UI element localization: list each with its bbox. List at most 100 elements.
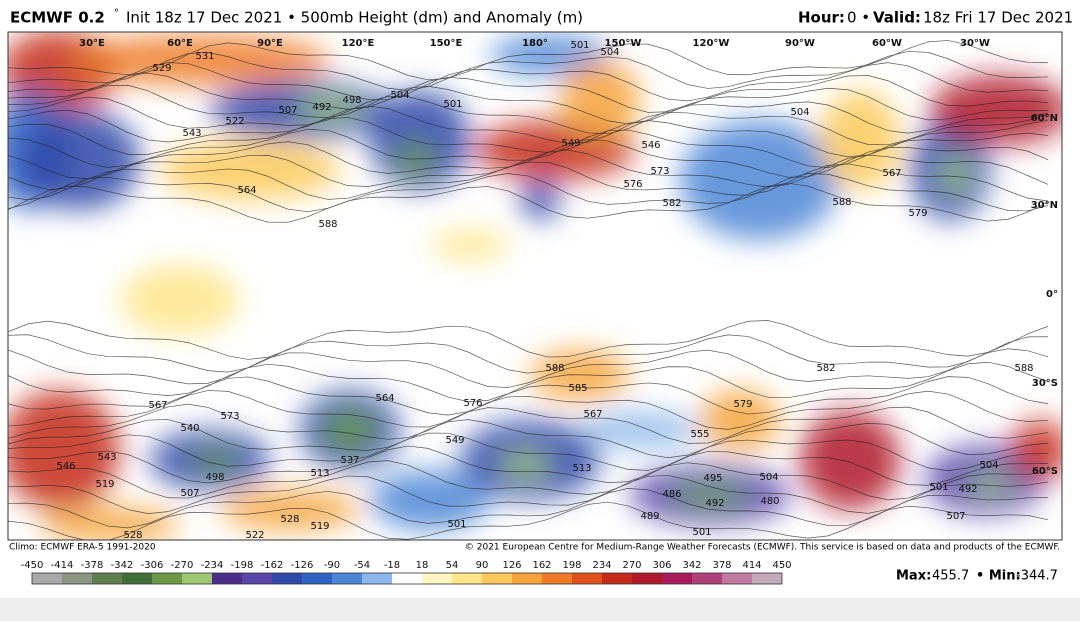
contour-line <box>8 376 1049 416</box>
colorbar-tick-label: 378 <box>712 560 731 571</box>
contour-label: 585 <box>568 383 587 394</box>
colorbar-tick-label: 18 <box>416 560 429 571</box>
colorbar-tick-label: -414 <box>51 560 74 571</box>
colorbar-tick-label: 450 <box>772 560 791 571</box>
contour-line <box>8 72 1049 113</box>
contour-label: 513 <box>310 468 329 479</box>
contour-label: 543 <box>182 128 201 139</box>
anomaly-blob <box>500 451 550 479</box>
bottom-bar <box>0 598 1080 621</box>
contour-line <box>8 334 1049 374</box>
colorbar-segment <box>482 573 512 584</box>
contour-label: 540 <box>180 423 199 434</box>
colorbar-tick-label: -450 <box>21 560 44 571</box>
colorbar-segment <box>692 573 722 584</box>
contour-label: 567 <box>882 168 901 179</box>
contour-line <box>8 432 1049 472</box>
colorbar-segment <box>92 573 122 584</box>
valid-value: 18z Fri 17 Dec 2021 <box>923 9 1073 27</box>
colorbar-segment <box>302 573 332 584</box>
contour-line <box>8 173 1049 213</box>
longitude-label: 150°E <box>430 38 463 49</box>
contour-label: 564 <box>375 393 394 404</box>
colorbar-tick-label: 270 <box>622 560 641 571</box>
latitude-label: 60°S <box>1032 466 1058 477</box>
model-name: ECMWF 0.2 <box>10 9 105 27</box>
anomaly-blob <box>940 155 970 195</box>
latitude-label: 0° <box>1046 289 1058 300</box>
contour-label: 576 <box>463 398 482 409</box>
contour-label: 588 <box>832 197 851 208</box>
contour-label: 492 <box>958 484 977 495</box>
contour-line <box>8 96 1049 135</box>
anomaly-blob <box>700 390 780 450</box>
contour-label: 480 <box>760 496 779 507</box>
colorbar-frame <box>31 572 783 585</box>
contour-line <box>8 182 1049 223</box>
contour-label: 504 <box>759 472 778 483</box>
contour-label: 588 <box>1014 363 1033 374</box>
contour-label: 507 <box>180 488 199 499</box>
contour-line <box>8 403 1049 444</box>
contour-label: 522 <box>245 530 264 541</box>
colorbar-segment <box>332 573 362 584</box>
latitude-label: 30°N <box>1031 200 1058 211</box>
contour-label: 504 <box>600 47 619 58</box>
contour-label: 528 <box>123 530 142 541</box>
longitude-label: 60°E <box>167 38 193 49</box>
anomaly-blob <box>490 35 610 75</box>
latitude-label: 30°S <box>1032 378 1058 389</box>
colorbar-tick-label: 414 <box>742 560 761 571</box>
anomaly-blob <box>930 75 1062 145</box>
contour-label: 588 <box>545 363 564 374</box>
anomaly-blob <box>370 470 490 530</box>
colorbar-segment <box>422 573 452 584</box>
contour-label: 501 <box>929 482 948 493</box>
colorbar-segment <box>602 573 632 584</box>
contour-label: 501 <box>692 527 711 538</box>
colorbar-segment <box>362 573 392 584</box>
contour-label: 519 <box>310 521 329 532</box>
valid-label: Valid: <box>873 9 921 27</box>
climo-note: Climo: ECMWF ERA-5 1991-2020 <box>9 543 156 553</box>
anomaly-blob <box>580 412 700 448</box>
anomaly-blob <box>120 265 240 335</box>
colorbar-tick-label: -378 <box>81 560 104 571</box>
contour-line <box>8 128 1049 168</box>
longitude-label: 120°E <box>342 38 375 49</box>
contour-line <box>8 40 1049 81</box>
colorbar-segment <box>242 573 272 584</box>
contour-label: 588 <box>318 219 337 230</box>
contour-label: 576 <box>623 179 642 190</box>
contour-line <box>8 320 1049 360</box>
anomaly-blob <box>430 230 510 260</box>
colorbar-tick-label: 306 <box>652 560 671 571</box>
colorbar-segment <box>752 573 782 584</box>
min-label: • Min: <box>976 569 1021 584</box>
anomaly-blob <box>520 180 560 220</box>
contour-label: 573 <box>220 411 239 422</box>
contour-label: 504 <box>979 460 998 471</box>
contour-label: 531 <box>195 51 214 62</box>
contour-line <box>8 149 1049 190</box>
longitude-label: 60°W <box>872 38 902 49</box>
contour-label: 582 <box>662 198 681 209</box>
colorbar-tick-label: -234 <box>201 560 224 571</box>
contour-label: 495 <box>703 473 722 484</box>
contour-label: 529 <box>152 63 171 74</box>
contour-label: 489 <box>640 511 659 522</box>
contour-label: 519 <box>95 479 114 490</box>
colorbar-tick-label: -90 <box>324 560 340 571</box>
contour-label: 486 <box>662 489 681 500</box>
contour-label: 537 <box>340 455 359 466</box>
colorbar-tick-label: 342 <box>682 560 701 571</box>
colorbar-segment <box>272 573 302 584</box>
longitude-label: 180° <box>522 38 548 49</box>
longitude-label: 90°E <box>257 38 283 49</box>
contour-label: 546 <box>56 461 75 472</box>
contour-label: 564 <box>237 185 256 196</box>
anomaly-blob <box>8 390 120 510</box>
colorbar-tick-label: 198 <box>562 560 581 571</box>
anomaly-blob <box>800 410 900 510</box>
